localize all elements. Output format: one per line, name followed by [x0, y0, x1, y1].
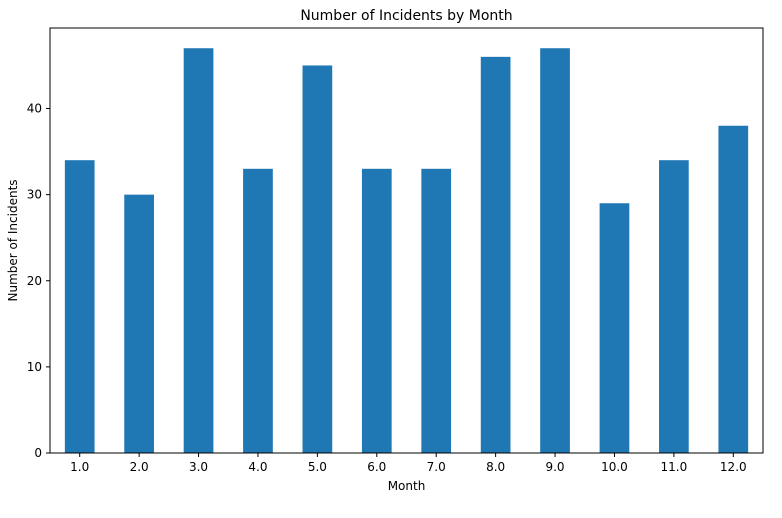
- x-axis-label: Month: [388, 479, 426, 493]
- x-tick-label: 6.0: [367, 460, 386, 474]
- x-axis: 1.0 2.0 3.0 4.0 5.0 6.0 7.0 8.0 9.0 10.0 11.0 12.0: [70, 453, 747, 474]
- x-tick-label: 4.0: [248, 460, 267, 474]
- chart-title: Number of Incidents by Month: [300, 8, 512, 24]
- bar-month-4.0: [243, 168, 273, 453]
- x-tick-label: 2.0: [130, 460, 149, 474]
- x-tick-label: 10.0: [601, 460, 628, 474]
- x-tick-label: 12.0: [720, 460, 747, 474]
- x-tick-label: 7.0: [427, 460, 446, 474]
- y-tick-label: 20: [27, 274, 42, 288]
- bar-month-11.0: [659, 160, 689, 453]
- bar-month-12.0: [718, 125, 749, 453]
- x-tick-label: 11.0: [661, 460, 688, 474]
- y-axis: 0 10 20 30 40: [27, 102, 50, 460]
- bar-month-6.0: [361, 168, 392, 453]
- bar-month-3.0: [183, 48, 214, 453]
- y-tick-label: 0: [34, 446, 42, 460]
- bars-group: [64, 48, 749, 454]
- x-tick-label: 1.0: [70, 460, 89, 474]
- x-tick-label: 5.0: [308, 460, 327, 474]
- bar-month-10.0: [599, 203, 630, 453]
- x-tick-label: 9.0: [545, 460, 564, 474]
- plot-frame: [49, 27, 764, 454]
- bar-month-7.0: [421, 168, 452, 453]
- bar-month-9.0: [540, 48, 570, 453]
- x-tick-label: 3.0: [189, 460, 208, 474]
- y-tick-label: 10: [27, 360, 42, 374]
- bar-month-1.0: [64, 160, 95, 453]
- y-axis-label: Number of Incidents: [6, 179, 20, 301]
- y-tick-label: 30: [27, 188, 42, 202]
- bar-month-2.0: [124, 194, 154, 453]
- bar-month-8.0: [480, 56, 511, 454]
- bar-month-5.0: [302, 65, 333, 453]
- y-tick-label: 40: [27, 102, 42, 116]
- x-tick-label: 8.0: [486, 460, 505, 474]
